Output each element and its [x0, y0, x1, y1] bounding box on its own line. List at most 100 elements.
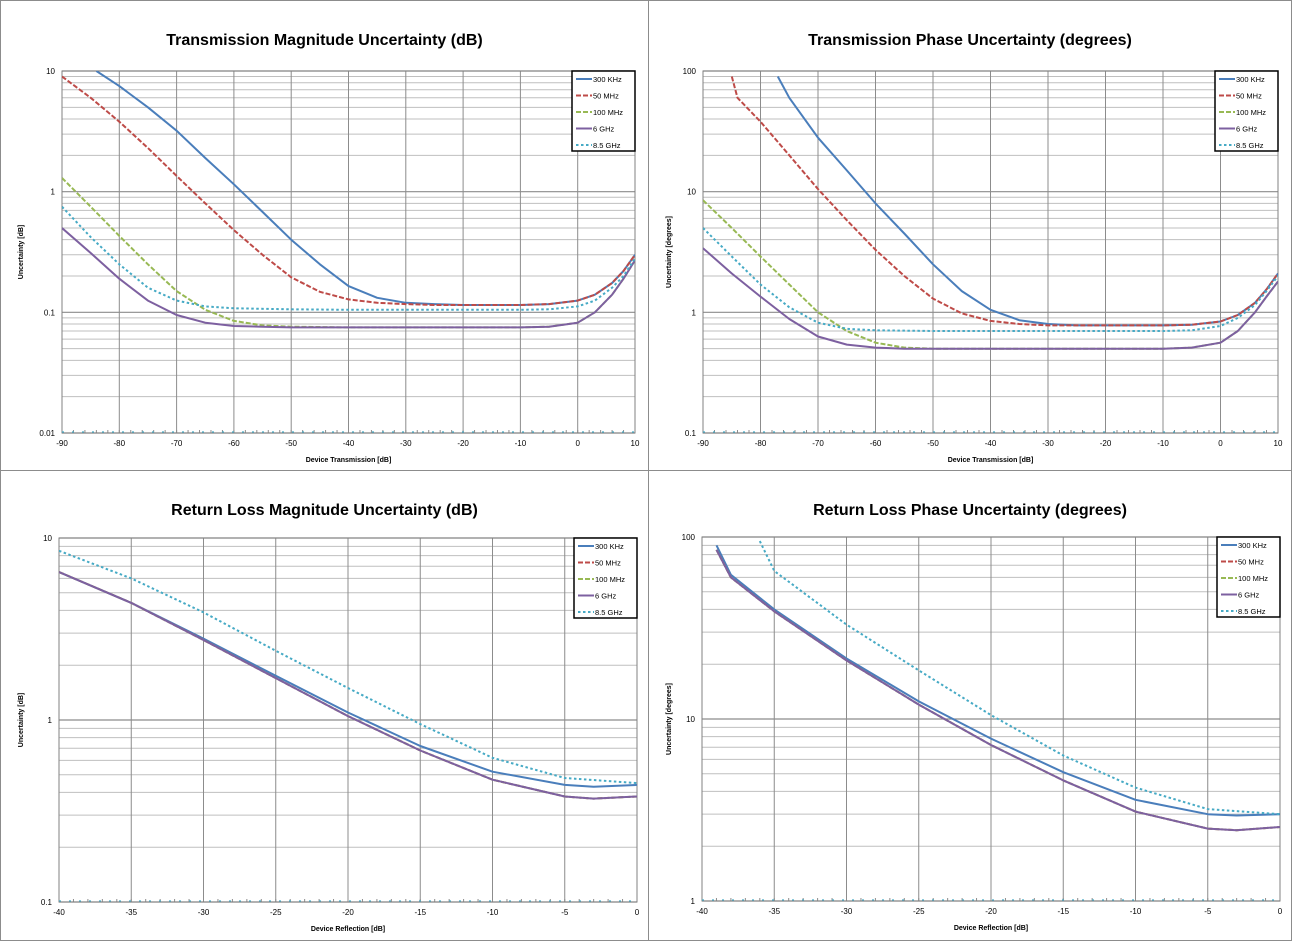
series-line-8-5-ghz	[758, 540, 1280, 816]
legend-entry: 50 MHz	[1238, 557, 1264, 566]
legend-entry: 8.5 GHz	[1236, 141, 1264, 150]
plot-area	[702, 70, 1279, 434]
chart-svg: Transmission Magnitude Uncertainty (dB) -…	[18, 32, 640, 464]
x-axis-label: Device Reflection [dB]	[311, 926, 385, 933]
x-tick-label: -5	[1204, 907, 1212, 916]
legend-entry: 100 MHz	[1238, 574, 1268, 583]
y-tick-label: 100	[683, 67, 697, 76]
legend: 300 KHz 50 MHz 100 MHz 6 GHz 8.5 GHz	[1214, 70, 1279, 152]
legend-entry: 50 MHz	[1236, 91, 1262, 100]
legend-entry: 8.5 GHz	[595, 608, 623, 617]
chart-title: Return Loss Phase Uncertainty (degrees)	[813, 502, 1127, 519]
y-tick-label: 1	[692, 308, 697, 317]
x-tick-label: -10	[515, 439, 527, 448]
series-line-6-ghz	[703, 247, 1278, 350]
x-tick-label: -40	[53, 908, 65, 917]
x-axis-label: Device Reflection [dB]	[954, 925, 1028, 932]
plot-area	[701, 536, 1281, 902]
y-tick-label: 100	[682, 533, 696, 542]
x-tick-label: -10	[487, 908, 499, 917]
x-tick-label: -20	[985, 907, 997, 916]
x-tick-label: -25	[270, 908, 282, 917]
x-tick-label: -40	[343, 439, 355, 448]
series-line-300-khz	[715, 544, 1280, 817]
x-tick-label: -25	[913, 907, 925, 916]
x-tick-label: -40	[696, 907, 708, 916]
y-tick-label: 0.1	[44, 308, 56, 317]
chart-title: Transmission Phase Uncertainty (degrees)	[808, 32, 1132, 49]
series-line-8-5-ghz	[62, 206, 635, 311]
y-tick-label: 1	[48, 716, 53, 725]
x-tick-label: -35	[125, 908, 137, 917]
legend-entry: 6 GHz	[1238, 590, 1260, 599]
x-tick-label: 0	[635, 908, 640, 917]
x-tick-label: -60	[228, 439, 240, 448]
y-tick-label: 0.01	[39, 429, 55, 438]
legend: 300 KHz 50 MHz 100 MHz 6 GHz 8.5 GHz	[573, 537, 638, 619]
series-line-300-khz	[95, 71, 635, 306]
y-tick-label: 10	[687, 188, 696, 197]
x-tick-label: -15	[414, 908, 426, 917]
series-line-50-mhz	[62, 75, 635, 306]
plot-area	[58, 537, 638, 903]
y-tick-label: 10	[686, 715, 695, 724]
legend-entry: 100 MHz	[1236, 108, 1266, 117]
x-tick-label: -50	[285, 439, 297, 448]
legend: 300 KHz 50 MHz 100 MHz 6 GHz 8.5 GHz	[571, 70, 636, 152]
x-tick-label: -50	[927, 439, 939, 448]
legend-entry: 6 GHz	[593, 124, 615, 133]
y-tick-label: 1	[691, 897, 696, 906]
x-tick-label: -30	[198, 908, 210, 917]
x-tick-label: -30	[841, 907, 853, 916]
y-tick-label: 0.1	[41, 898, 53, 907]
chart-title: Return Loss Magnitude Uncertainty (dB)	[171, 502, 478, 519]
series-line-6-ghz	[715, 549, 1280, 832]
series-line-8-5-ghz	[703, 227, 1278, 332]
x-tick-label: -30	[400, 439, 412, 448]
chart-svg: Transmission Phase Uncertainty (degrees)…	[666, 32, 1283, 464]
legend-entry: 6 GHz	[1236, 124, 1258, 133]
x-tick-label: 10	[1274, 439, 1283, 448]
series-line-300-khz	[776, 76, 1278, 327]
chart-title: Transmission Magnitude Uncertainty (dB)	[166, 32, 482, 49]
legend-entry: 8.5 GHz	[593, 141, 621, 150]
x-tick-label: -70	[171, 439, 183, 448]
legend-entry: 100 MHz	[593, 108, 623, 117]
x-tick-label: -90	[697, 439, 709, 448]
legend: 300 KHz 50 MHz 100 MHz 6 GHz 8.5 GHz	[1216, 536, 1281, 618]
series-line-8-5-ghz	[59, 549, 637, 785]
x-tick-label: -60	[870, 439, 882, 448]
chart-panel-1: Transmission Magnitude Uncertainty (dB) -…	[0, 0, 649, 471]
x-tick-label: 0	[575, 439, 580, 448]
series-line-6-ghz	[59, 571, 637, 800]
series-line-50-mhz	[730, 76, 1278, 327]
legend-entry: 50 MHz	[595, 558, 621, 567]
x-tick-label: -20	[457, 439, 469, 448]
chart-svg: Return Loss Magnitude Uncertainty (dB) -4…	[18, 502, 640, 933]
legend-entry: 8.5 GHz	[1238, 607, 1266, 616]
x-tick-label: -15	[1057, 907, 1069, 916]
legend-entry: 50 MHz	[593, 91, 619, 100]
x-axis-label: Device Transmission [dB]	[948, 457, 1034, 464]
chart-panel-2: Transmission Phase Uncertainty (degrees)…	[648, 0, 1292, 471]
x-tick-label: -30	[1042, 439, 1054, 448]
x-tick-label: -80	[114, 439, 126, 448]
y-axis-label: Uncertainty [degrees]	[666, 683, 673, 755]
x-tick-label: 0	[1218, 439, 1223, 448]
x-tick-label: -35	[768, 907, 780, 916]
x-tick-label: -20	[342, 908, 354, 917]
legend-entry: 300 KHz	[593, 75, 622, 84]
series-line-6-ghz	[62, 227, 635, 329]
x-tick-label: 10	[631, 439, 640, 448]
legend-entry: 6 GHz	[595, 591, 617, 600]
x-tick-label: -10	[1157, 439, 1169, 448]
y-tick-label: 0.1	[685, 429, 697, 438]
legend-entry: 300 KHz	[1238, 541, 1267, 550]
y-axis-label: Uncertainty [dB]	[18, 225, 25, 279]
x-tick-label: -5	[561, 908, 569, 917]
x-tick-label: -10	[1130, 907, 1142, 916]
legend-entry: 100 MHz	[595, 575, 625, 584]
y-tick-label: 1	[51, 188, 56, 197]
y-axis-label: Uncertainty [degrees]	[666, 216, 673, 288]
